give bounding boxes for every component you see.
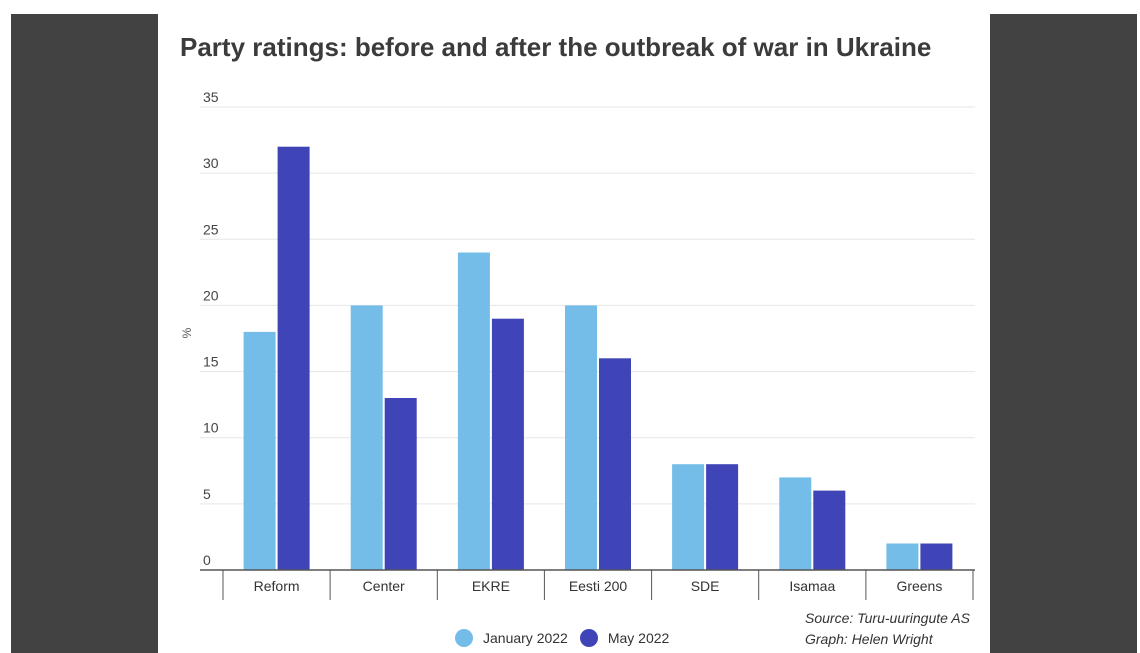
bar-center-january: [350, 305, 383, 570]
x-tick-label-center: Center: [363, 578, 405, 594]
y-tick-label-30: 30: [203, 155, 219, 171]
legend-label-may: May 2022: [607, 630, 670, 646]
legend-swatch-january: [455, 629, 473, 647]
bar-isamaa-may: [813, 490, 846, 570]
bar-greens-january: [886, 543, 919, 570]
y-tick-label-0: 0: [203, 552, 211, 568]
source-line: Source: Turu-uuringute AS: [805, 610, 970, 626]
legend-item-may: May 2022: [579, 629, 670, 647]
bar-ekre-may: [491, 318, 524, 570]
bar-eesti-200-january: [565, 305, 597, 570]
y-tick-label-20: 20: [203, 287, 219, 303]
bar-eesti-200-may: [599, 358, 631, 570]
x-tick-label-eesti-200: Eesti 200: [569, 578, 628, 594]
bar-sde-may: [706, 464, 739, 570]
source-note: Source: Turu-uuringute AS Graph: Helen W…: [805, 608, 970, 650]
bar-greens-may: [920, 543, 953, 570]
y-tick-label-5: 5: [203, 486, 211, 502]
x-tick-label-ekre: EKRE: [472, 578, 510, 594]
x-tick-label-sde: SDE: [691, 578, 720, 594]
y-tick-labels: 0 5 10 15 20 25 30 35: [203, 89, 219, 568]
top-strip: [0, 0, 1140, 14]
bar-reform-january: [243, 331, 276, 570]
y-tick-label-25: 25: [203, 221, 219, 237]
x-tick-label-reform: Reform: [254, 578, 300, 594]
y-tick-label-35: 35: [203, 89, 219, 105]
right-side-panel: [990, 14, 1137, 653]
y-axis-label: %: [180, 327, 194, 338]
x-tick-label-greens: Greens: [896, 578, 942, 594]
legend: January 2022 May 2022: [455, 629, 681, 647]
legend-label-january: January 2022: [483, 630, 568, 646]
x-tick-label-isamaa: Isamaa: [789, 578, 835, 594]
category-labels: Reform Center EKRE Eesti 200 SDE Isamaa Greens: [254, 578, 943, 594]
legend-item-january: January 2022: [455, 629, 568, 647]
bar-isamaa-january: [779, 477, 812, 570]
left-side-panel: [11, 14, 158, 653]
credit-line: Graph: Helen Wright: [805, 631, 933, 647]
bars: [243, 146, 953, 570]
x-axis: [200, 569, 975, 600]
y-tick-label-10: 10: [203, 420, 219, 436]
bar-reform-may: [277, 146, 310, 570]
bar-center-may: [384, 398, 417, 570]
bar-sde-january: [672, 464, 705, 570]
chart-title: Party ratings: before and after the outb…: [180, 32, 932, 62]
legend-swatch-may: [579, 629, 598, 647]
y-tick-label-15: 15: [203, 354, 219, 370]
bar-ekre-january: [457, 252, 490, 570]
